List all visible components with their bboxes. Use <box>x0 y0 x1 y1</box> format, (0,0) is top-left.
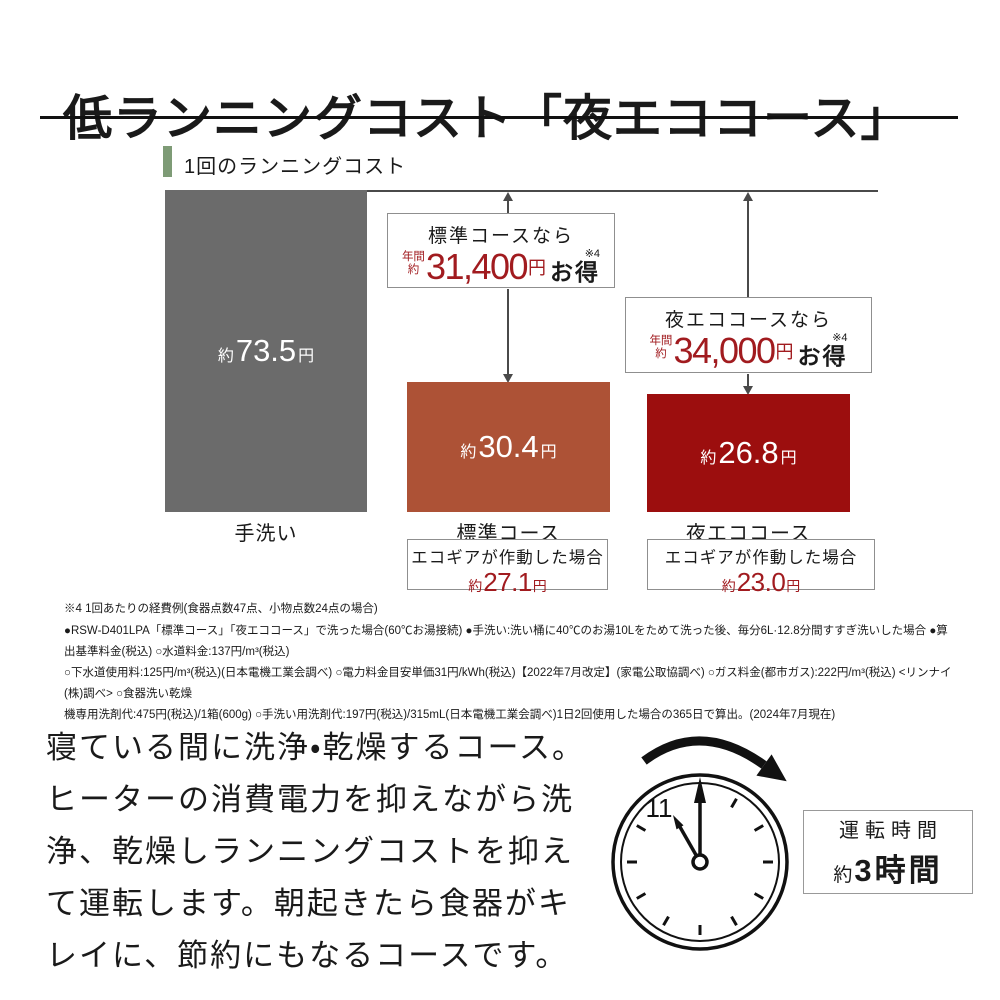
value-unit: 円 <box>298 348 315 365</box>
value-unit: 円 <box>540 444 557 461</box>
period-bottom: 約 <box>407 263 420 276</box>
period-bottom: 約 <box>655 347 667 360</box>
savings-unit: 円 <box>775 342 794 363</box>
value-number: 27.1 <box>483 567 532 597</box>
value-number: 23.0 <box>736 567 786 597</box>
value-number: 30.4 <box>478 429 539 464</box>
clockwise-arrowhead-icon <box>756 754 787 782</box>
eco-gear-value: 約 27.1 円 <box>408 567 607 598</box>
eco-gear-value: 約 23.0 円 <box>648 567 874 598</box>
callout-period: 年間 約 <box>649 335 672 368</box>
clock-minute-hand-tip <box>694 777 706 803</box>
gain-label: お得 <box>797 343 848 369</box>
clock-hour-hand-tip <box>673 815 684 830</box>
approx-prefix: 約 <box>460 444 477 461</box>
eco-gear-box-standard: エコギアが作動した場合 約 27.1 円 <box>407 539 608 597</box>
bar-handwash: 約 73.5 円 <box>165 190 367 512</box>
approx-prefix: 約 <box>217 348 234 365</box>
chart-section-title: 1回のランニングコスト <box>184 156 407 178</box>
clock-center-pin <box>691 853 709 871</box>
footnote-marker: ※4 <box>832 332 848 344</box>
callout-amount-row: 年間 約 31,400 円 ※4 お得 <box>388 245 614 287</box>
runtime-value: 約 3時間 <box>833 845 942 890</box>
bar-standard: 約 30.4 円 <box>407 382 610 512</box>
approx-prefix: 約 <box>700 450 717 467</box>
approx-prefix: 約 <box>468 578 483 594</box>
title-underline <box>40 116 958 119</box>
bar-nighteco: 約 26.8 円 <box>647 394 850 512</box>
eco-gear-box-nighteco: エコギアが作動した場合 約 23.0 円 <box>647 539 875 597</box>
clock-outer-ring <box>611 773 789 951</box>
course-description: 寝ている間に洗浄・乾燥するコース。 ヒーターの消費電力を抑えながら洗 浄、乾燥し… <box>46 730 585 973</box>
value-number: 73.5 <box>235 333 297 368</box>
arrowhead-down-icon <box>743 386 753 395</box>
value-number: 26.8 <box>718 435 779 470</box>
gain-label: お得 <box>550 259 601 285</box>
callout-amount-row: 年間 約 34,000 円 ※4 お得 <box>626 329 871 371</box>
gain-column: ※4 お得 <box>550 248 601 285</box>
callout-period: 年間 約 <box>402 251 425 284</box>
period-top: 年間 <box>649 334 673 347</box>
approx-prefix: 約 <box>833 865 853 886</box>
clockwise-arrow-icon <box>641 736 767 769</box>
footnote-details: ●RSW-D401LPA「標準コース」「夜エココース」で洗った場合(60℃お湯接… <box>64 625 952 721</box>
page-title: 低ランニングコスト「夜エココース」 <box>63 91 911 146</box>
bar-label-handwash: 手洗い <box>234 523 298 545</box>
arrow-line-standard-down <box>507 289 509 375</box>
savings-amount: 31,400 <box>425 245 529 287</box>
savings-amount: 34,000 <box>673 329 776 371</box>
arrow-line-standard-up <box>507 200 509 213</box>
callout-course-name: 夜エココースなら <box>664 310 833 331</box>
savings-unit: 円 <box>528 258 547 279</box>
footnote-marker: ※4 <box>584 248 601 260</box>
callout-course-name: 標準コースなら <box>427 226 575 247</box>
footnote-ref: ※4 1回あたりの経費例(食器点数47点、小物点数24点の場合) <box>64 603 378 615</box>
arrow-line-nighteco-down <box>747 374 749 387</box>
arrowhead-up-icon <box>743 192 753 201</box>
clock-icon: 11 <box>611 736 789 951</box>
value-unit: 円 <box>780 450 797 467</box>
bar-nighteco-value: 約 26.8 円 <box>700 435 796 471</box>
runtime-label: 運転時間 <box>839 820 943 842</box>
clock-hour-label: 11 <box>646 793 673 823</box>
bar-standard-value: 約 30.4 円 <box>460 429 556 465</box>
callout-standard-savings: 標準コースなら 年間 約 31,400 円 ※4 お得 <box>387 213 615 288</box>
eco-gear-label: エコギアが作動した場合 <box>411 549 604 567</box>
runtime-duration: 3時間 <box>854 853 943 888</box>
value-unit: 円 <box>532 578 547 594</box>
arrow-line-nighteco-up <box>747 200 749 297</box>
callout-nighteco-savings: 夜エココースなら 年間 約 34,000 円 ※4 お得 <box>625 297 872 373</box>
runtime-box: 運転時間 約 3時間 <box>803 810 973 894</box>
arrowhead-down-icon <box>503 374 513 383</box>
section-accent-bar <box>163 146 172 177</box>
approx-prefix: 約 <box>721 578 736 594</box>
bar-handwash-value: 約 73.5 円 <box>218 333 314 369</box>
eco-gear-label: エコギアが作動した場合 <box>664 549 858 567</box>
period-top: 年間 <box>401 250 425 263</box>
gain-column: ※4 お得 <box>797 332 848 369</box>
comparison-baseline <box>367 190 878 192</box>
arrowhead-up-icon <box>503 192 513 201</box>
value-unit: 円 <box>786 578 801 594</box>
clock-ticks <box>627 789 773 935</box>
